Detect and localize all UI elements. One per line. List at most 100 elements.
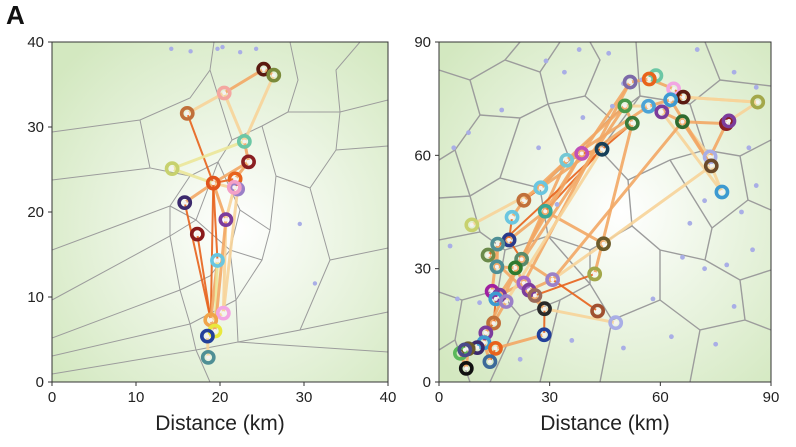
right-node xyxy=(608,315,624,331)
right-link xyxy=(543,209,606,246)
left-node xyxy=(164,161,180,177)
left-nodes xyxy=(164,61,282,365)
right-node xyxy=(663,92,679,108)
right-passive-site xyxy=(536,145,541,151)
right-node-center xyxy=(709,163,714,168)
right-node-ring xyxy=(489,259,505,275)
right-node xyxy=(498,294,514,309)
right-node xyxy=(488,340,503,356)
left-node xyxy=(200,349,216,365)
right-link xyxy=(580,80,632,155)
right-y-tick-label: 90 xyxy=(414,34,431,51)
right-passive-site xyxy=(713,341,719,347)
right-node-ring xyxy=(675,89,691,105)
left-link xyxy=(221,187,240,315)
right-node-center xyxy=(486,253,491,258)
left-x-tick-label: 0 xyxy=(48,389,56,406)
left-links xyxy=(170,67,276,359)
right-node xyxy=(507,260,523,276)
right-passive-site xyxy=(694,47,700,52)
right-node-ring xyxy=(617,98,633,114)
left-node xyxy=(177,195,193,211)
right-node-ring xyxy=(703,158,719,174)
left-node-ring xyxy=(241,154,256,170)
right-passive-site xyxy=(621,345,626,351)
right-node xyxy=(457,342,473,358)
right-node-center xyxy=(462,347,467,352)
right-plot-area xyxy=(439,42,771,382)
right-x-tick-label: 30 xyxy=(541,389,558,406)
right-passive-site xyxy=(702,266,707,272)
right-node xyxy=(527,288,543,303)
left-link xyxy=(222,67,266,95)
right-node xyxy=(464,217,480,233)
right-passive-site xyxy=(750,247,755,253)
right-node xyxy=(624,115,640,131)
right-node xyxy=(537,203,553,219)
left-node-ring xyxy=(199,328,215,344)
right-passive-site xyxy=(562,69,567,75)
right-node-center xyxy=(601,241,606,246)
left-node-center xyxy=(212,329,217,333)
right-node-center xyxy=(469,222,474,227)
left-link xyxy=(186,112,215,185)
panel-label: A xyxy=(6,0,25,30)
right-node xyxy=(559,152,575,168)
right-node-ring xyxy=(527,288,543,303)
right-y-ticks: 0 30 60 90 xyxy=(414,34,439,391)
right-node-ring xyxy=(536,327,552,343)
right-link xyxy=(647,98,673,108)
right-passive-site xyxy=(466,130,471,136)
right-panel: 0 30 60 90 0 30 60 90 Distance (km) xyxy=(414,34,779,435)
right-node xyxy=(490,236,506,252)
left-node xyxy=(236,134,252,149)
left-node-center xyxy=(246,159,251,164)
right-node-ring xyxy=(464,217,480,233)
right-node-center xyxy=(532,293,537,298)
right-passive-site xyxy=(569,338,575,343)
left-y-tick-label: 20 xyxy=(27,204,44,221)
left-passive-site xyxy=(188,49,193,54)
left-node-center xyxy=(222,91,227,95)
left-node xyxy=(210,253,225,268)
right-node-ring xyxy=(714,184,730,200)
right-node-ring xyxy=(574,146,590,161)
right-passive-site xyxy=(477,300,482,306)
right-node-center xyxy=(493,346,498,351)
left-node-center xyxy=(232,185,237,190)
left-x-tick-label: 20 xyxy=(212,389,229,406)
left-node xyxy=(218,212,234,228)
left-node xyxy=(189,226,205,242)
right-passive-site xyxy=(731,69,737,75)
right-y-tick-label: 60 xyxy=(414,147,431,164)
right-node-ring xyxy=(594,141,610,157)
right-node-center xyxy=(659,109,664,114)
right-node-ring xyxy=(488,340,503,356)
right-y-tick-label: 30 xyxy=(414,261,431,278)
left-passive-site xyxy=(253,46,259,51)
left-voronoi-edges xyxy=(52,42,388,382)
right-node-ring xyxy=(587,266,603,282)
right-passive-site xyxy=(606,50,612,56)
left-node-center xyxy=(223,217,228,222)
right-node-center xyxy=(475,345,480,350)
right-node-center xyxy=(646,104,651,109)
left-node-ring xyxy=(210,253,225,268)
left-node-center xyxy=(205,334,210,339)
right-link xyxy=(507,209,547,242)
right-link xyxy=(551,278,599,312)
left-panel: 0 10 20 30 40 0 10 20 30 40 Distance (km) xyxy=(27,34,396,435)
right-node-ring xyxy=(490,236,506,252)
right-passive-site xyxy=(702,198,707,204)
right-x-tick-label: 60 xyxy=(652,389,669,406)
right-node xyxy=(480,247,496,263)
left-y-tick-label: 10 xyxy=(27,289,44,306)
right-node-center xyxy=(681,95,686,100)
right-node-ring xyxy=(718,116,734,131)
right-node xyxy=(536,327,552,343)
right-passive-site xyxy=(680,254,685,260)
right-node xyxy=(641,71,657,87)
right-x-tick-label: 90 xyxy=(763,389,780,406)
right-passive-site xyxy=(576,47,582,52)
right-node-ring xyxy=(663,92,679,108)
